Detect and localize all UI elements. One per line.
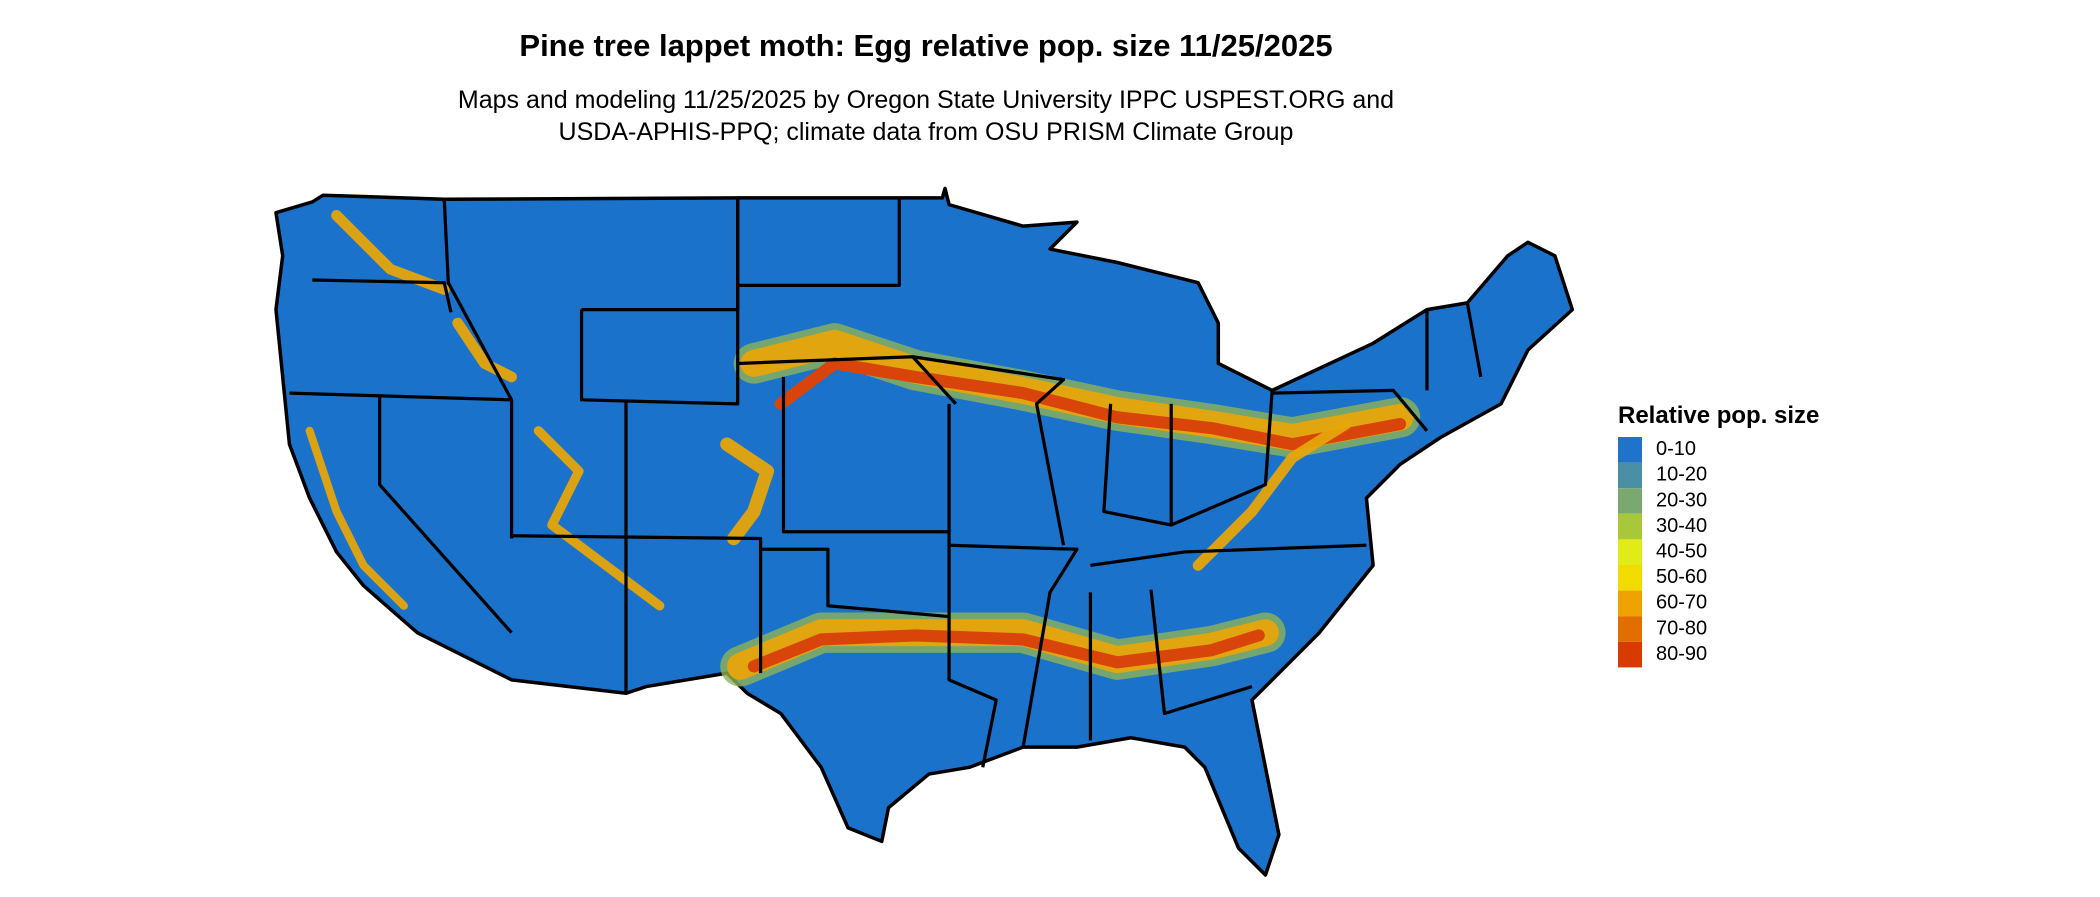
us-map [274, 186, 1575, 877]
subtitle: USDA-APHIS-PPQ; climate data from OSU PR… [559, 118, 1294, 146]
legend-swatch [1618, 513, 1642, 540]
legend-label: 50-60 [1656, 566, 1707, 588]
title: Pine tree lappet moth: Egg relative pop.… [519, 28, 1332, 63]
subtitle: Maps and modeling 11/25/2025 by Oregon S… [458, 86, 1394, 114]
legend-label: 40-50 [1656, 540, 1707, 562]
legend-label: 30-40 [1656, 515, 1707, 537]
legend-label: 20-30 [1656, 489, 1707, 511]
legend-label: 10-20 [1656, 464, 1707, 486]
legend-label: 80-90 [1656, 643, 1707, 665]
legend-title: Relative pop. size [1618, 402, 1819, 429]
legend: 0-10 10-20 20-30 30-40 40-50 50-60 60-70 70-80 8… [1618, 437, 1707, 668]
legend-swatch [1618, 590, 1642, 617]
legend-swatch [1618, 616, 1642, 642]
legend-label: 60-70 [1656, 592, 1707, 614]
risk-bands [305, 210, 1421, 687]
legend-swatch [1618, 539, 1642, 565]
legend-swatch [1618, 462, 1642, 489]
legend-swatch [1618, 565, 1642, 591]
legend-swatch [1618, 641, 1642, 668]
legend-swatch [1618, 488, 1642, 514]
state-borders [289, 197, 1483, 768]
legend-swatch [1618, 437, 1642, 463]
legend-label: 0-10 [1656, 438, 1696, 460]
legend-label: 70-80 [1656, 617, 1707, 639]
